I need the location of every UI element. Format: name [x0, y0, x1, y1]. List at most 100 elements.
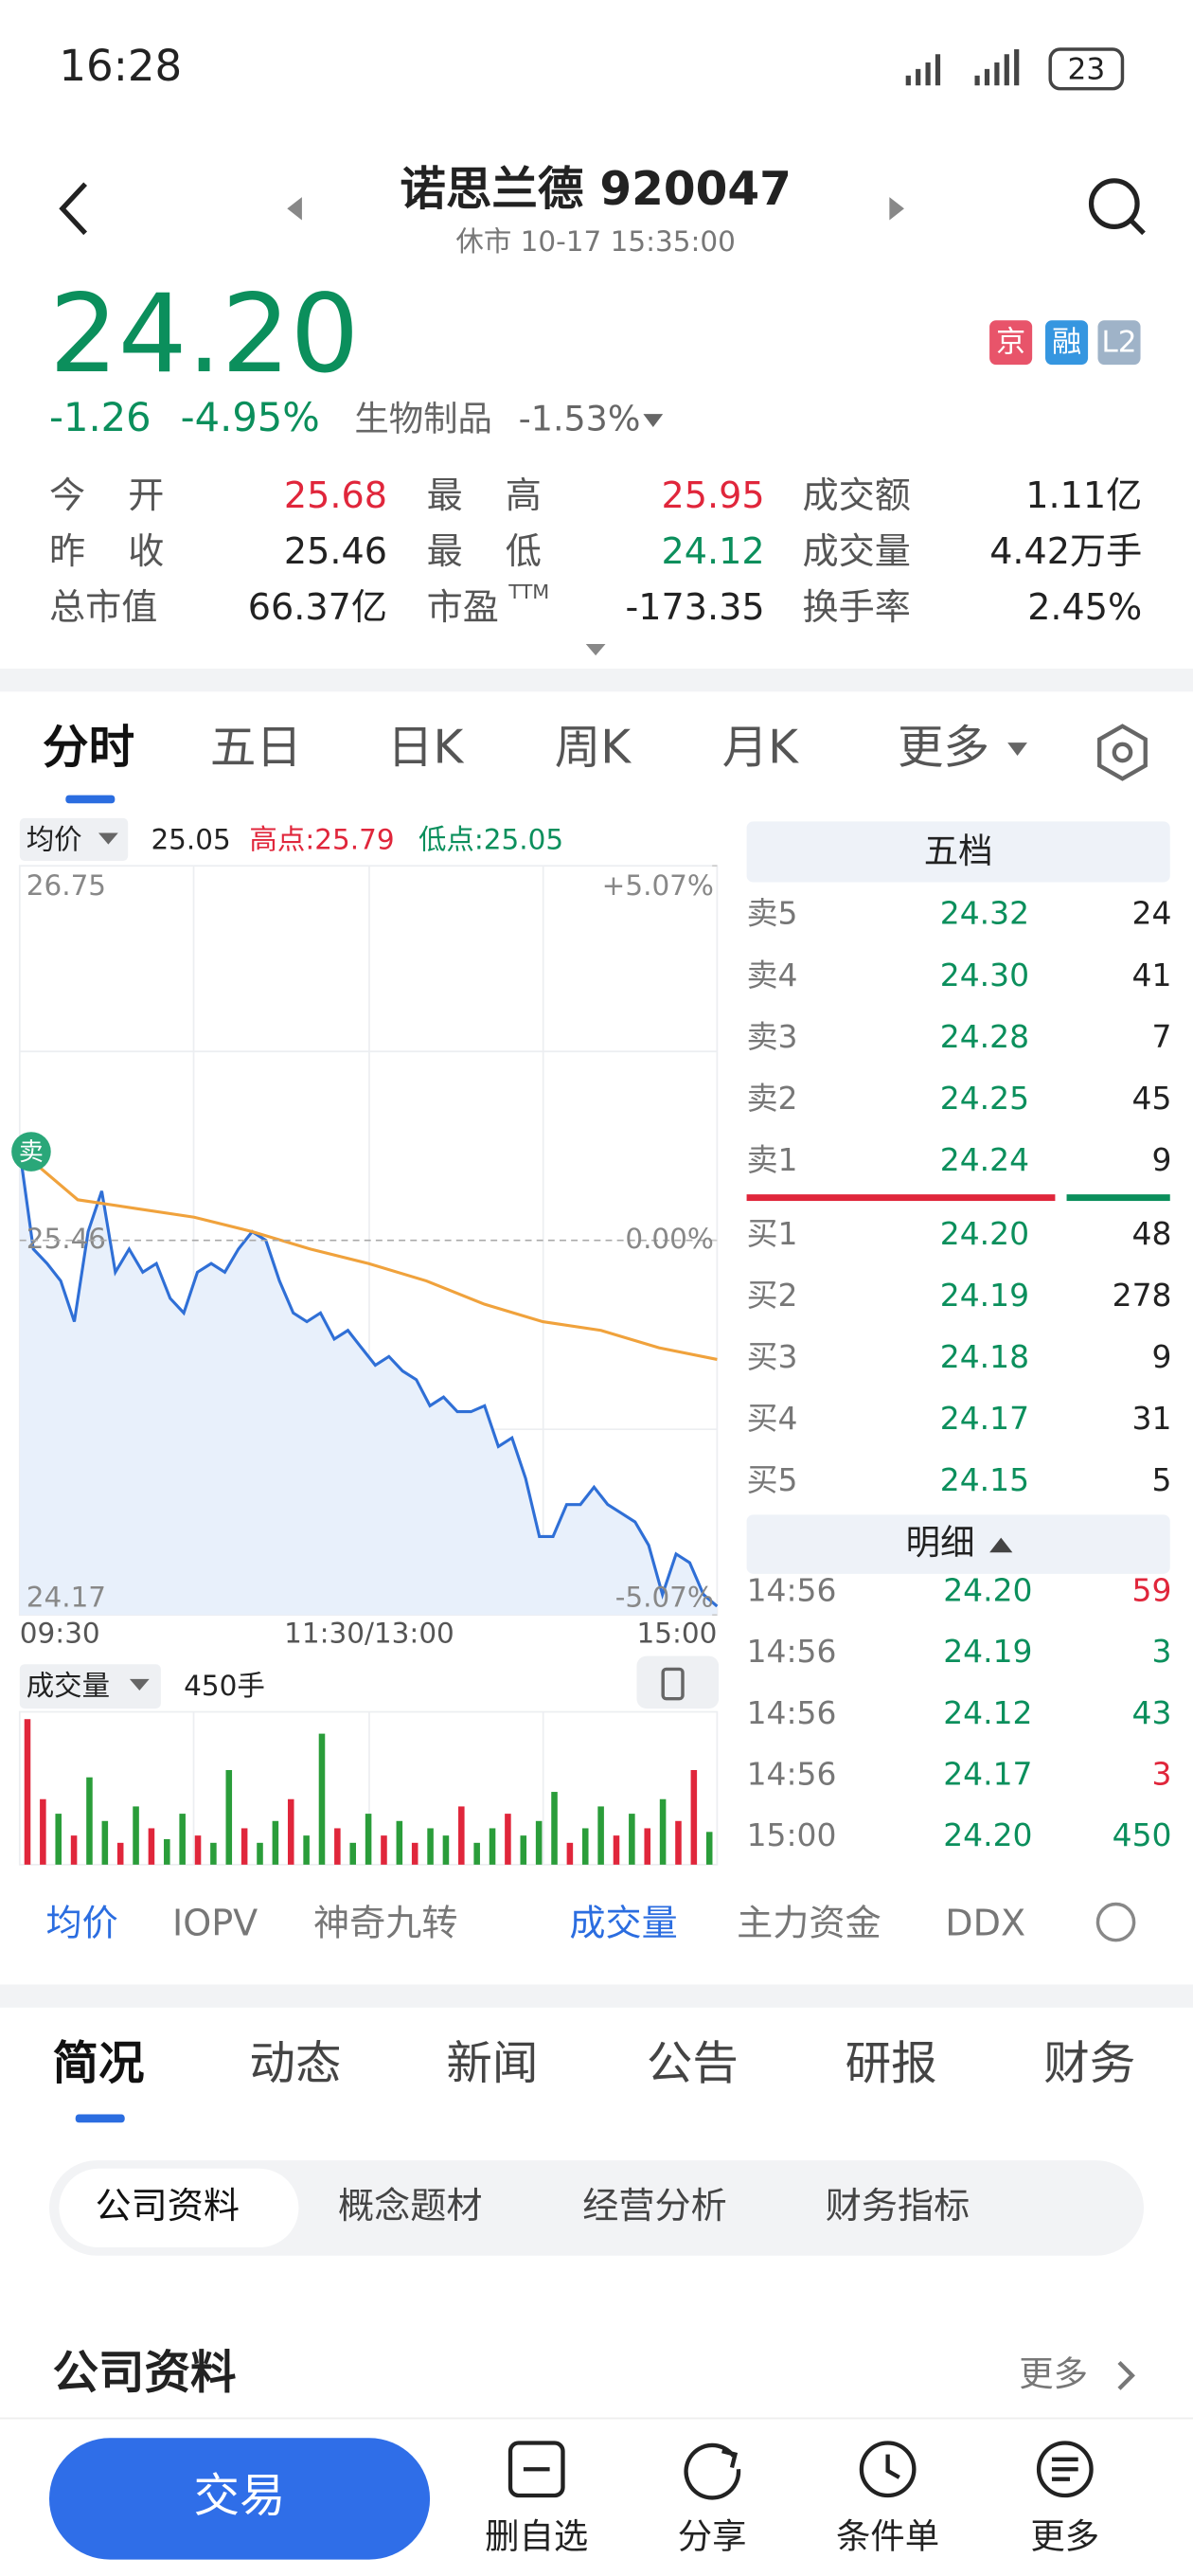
section-tab[interactable]: 公告 [647, 2037, 739, 2090]
market-status: 休市 10-17 15:35:00 [455, 225, 736, 258]
book-volume: 48 [1132, 1215, 1172, 1252]
volume-bar [303, 1835, 310, 1865]
legend-box[interactable] [19, 817, 129, 861]
detail-price: 24.17 [943, 1756, 1032, 1793]
expand-stats[interactable] [585, 644, 606, 656]
indicator-tab[interactable]: IOPV [172, 1903, 258, 1944]
volume-bar [442, 1835, 450, 1865]
chart-tab[interactable]: 月K [722, 722, 799, 775]
sub-tabs: 公司资料 概念题材 经营分析 财务指标 [96, 2185, 970, 2227]
section-tab[interactable]: 简况 [52, 2037, 144, 2090]
volume-bar [101, 1820, 109, 1865]
detail-header[interactable] [746, 1514, 1170, 1574]
action-label[interactable]: 分享 [678, 2516, 747, 2557]
book-volume: 9 [1152, 1141, 1172, 1178]
volume-bar [287, 1798, 294, 1865]
indicator-settings[interactable] [1095, 1902, 1136, 1942]
section-tab[interactable]: 新闻 [446, 2037, 538, 2090]
book-volume: 278 [1113, 1277, 1172, 1314]
chart-tab[interactable]: 五日 [210, 722, 302, 775]
indicator-tab[interactable]: 均价 [46, 1903, 118, 1944]
detail-price: 24.12 [943, 1694, 1032, 1731]
indicator-tab[interactable]: 神奇九转 [313, 1903, 457, 1944]
detail-volume: 59 [1132, 1571, 1172, 1608]
badge-bg [989, 320, 1033, 366]
volume-bar [411, 1842, 418, 1865]
action-label[interactable]: 条件单 [836, 2516, 939, 2557]
indicator-tabs: 均价 IOPV 神奇九转 成交量 主力资金 DDX [46, 1903, 1026, 1944]
y-tick-label: 25.46 [27, 1223, 106, 1255]
detail-title: 明细 [906, 1522, 975, 1563]
indicator-tab[interactable]: DDX [945, 1903, 1025, 1944]
search-button[interactable] [1088, 178, 1146, 236]
chart-tab[interactable]: 日K [387, 722, 464, 775]
back-button[interactable] [59, 182, 88, 236]
rotate-icon [661, 1667, 685, 1701]
price-area [19, 1150, 718, 1616]
battery-level: 23 [1067, 53, 1105, 87]
book-price: 24.32 [940, 895, 1029, 932]
volume-bar [148, 1828, 155, 1865]
trade-button[interactable] [48, 2438, 431, 2560]
more-link[interactable]: 更多 [1019, 2353, 1088, 2394]
detail-price: 24.20 [943, 1571, 1032, 1608]
volume-bar [240, 1828, 248, 1865]
section-tab[interactable]: 财务 [1043, 2037, 1135, 2090]
sub-tab[interactable]: 财务指标 [826, 2185, 970, 2227]
sub-tab[interactable]: 经营分析 [582, 2185, 726, 2227]
book-price: 24.18 [940, 1338, 1029, 1375]
avg-value: 25.05 [151, 824, 230, 856]
book-price: 24.15 [940, 1461, 1029, 1498]
y-tick-label: 24.17 [27, 1581, 106, 1613]
book-price: 24.20 [940, 1215, 1029, 1252]
detail-price: 24.19 [943, 1633, 1032, 1670]
sector-dropdown[interactable] [643, 414, 664, 428]
volume-bar [257, 1842, 263, 1865]
chart-tab[interactable]: 更多 [898, 722, 989, 775]
section-tab[interactable]: 动态 [249, 2037, 341, 2090]
badge-bg [1097, 320, 1141, 366]
indicator-tab[interactable]: 成交量 [569, 1903, 677, 1944]
more-chevron [1117, 2360, 1135, 2390]
book-label: 卖1 [747, 1141, 798, 1178]
more-dropdown[interactable] [1007, 742, 1027, 756]
sub-tab[interactable]: 公司资料 [96, 2185, 240, 2227]
volume-bar [613, 1835, 620, 1865]
x-tick-label: 15:00 [636, 1618, 717, 1650]
last-price: 24.20 [49, 271, 359, 397]
trade-marker [11, 1132, 51, 1172]
volume-bar [272, 1820, 279, 1865]
x-tick-label: 11:30/13:00 [284, 1618, 454, 1650]
book-label: 卖4 [747, 957, 798, 993]
y2-tick-label: 0.00% [625, 1223, 714, 1255]
prev-stock[interactable] [287, 197, 302, 221]
high-label: 高点:25.79 [249, 824, 394, 856]
y-tick-label: 26.75 [27, 869, 106, 902]
volume-bar [225, 1770, 233, 1865]
badge: 京 [996, 326, 1025, 360]
action-label[interactable]: 删自选 [485, 2516, 588, 2557]
volume-bar [210, 1842, 217, 1865]
volume-bar [318, 1733, 326, 1865]
sub-tab[interactable]: 概念题材 [338, 2185, 482, 2227]
volume-bar [334, 1828, 341, 1865]
chart-tab[interactable]: 分时 [43, 722, 134, 775]
detail-time: 15:00 [747, 1816, 837, 1853]
detail-volume: 450 [1113, 1816, 1172, 1853]
legend-label: 均价 [27, 824, 82, 856]
next-stock[interactable] [889, 197, 904, 221]
volume-bar [194, 1835, 202, 1865]
stat-label: 成交量 [803, 530, 911, 572]
detail-price: 24.20 [943, 1816, 1032, 1853]
rotate-button[interactable] [636, 1655, 720, 1709]
orderbook-header [746, 821, 1170, 883]
detail-time: 14:56 [747, 1694, 837, 1731]
volume-bar [164, 1838, 170, 1865]
settings-button[interactable] [1097, 724, 1148, 781]
section-tab[interactable]: 研报 [846, 2037, 937, 2090]
action-label[interactable]: 更多 [1030, 2516, 1099, 2557]
chart-tab[interactable]: 周K [555, 722, 632, 775]
indicator-tab[interactable]: 主力资金 [737, 1903, 881, 1944]
volume-legend-box[interactable] [19, 1664, 161, 1709]
